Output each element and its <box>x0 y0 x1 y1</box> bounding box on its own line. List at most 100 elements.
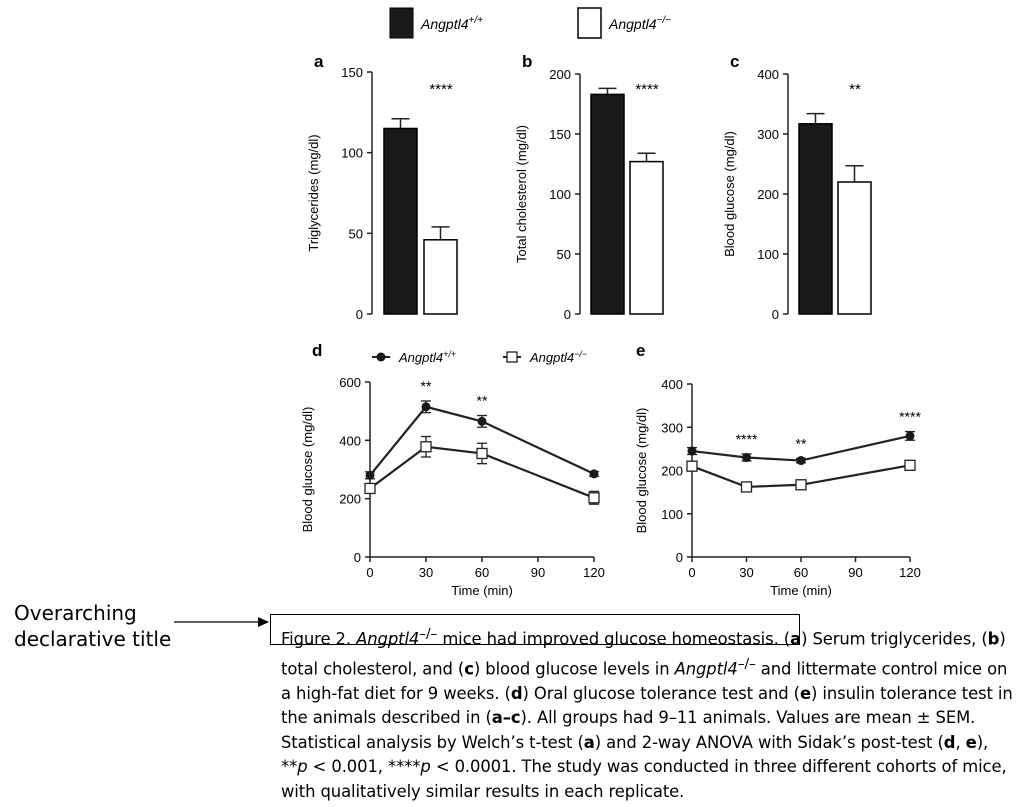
panel-letter-e: e <box>636 341 645 360</box>
legend-wt-label: Angptl4+/+ <box>420 15 483 32</box>
caption-fig-label: Figure 2. <box>281 629 357 649</box>
d-y-tick-label: 600 <box>339 375 361 390</box>
figure-caption: Figure 2. Angptl4–/– mice had improved g… <box>281 626 1013 801</box>
caption-gene: Angptl4 <box>674 659 738 679</box>
caption-ref: e <box>965 732 977 752</box>
d-x-tick-label: 90 <box>531 565 545 580</box>
a-y-tick-label: 50 <box>349 226 363 241</box>
b-y-axis-label: Total cholesterol (mg/dl) <box>514 125 529 263</box>
e-y-tick-label: 0 <box>676 550 683 565</box>
d-x-axis-label: Time (min) <box>451 583 513 598</box>
e-x-tick-label: 120 <box>899 565 921 580</box>
b-y-tick-label: 200 <box>549 67 571 82</box>
d-point-wt <box>589 469 599 479</box>
figure: Angptl4+/+ Angptl4−/− a 0 50 100 150 Triglyce… <box>300 7 921 598</box>
b-significance: **** <box>635 81 659 98</box>
caption-ref: d <box>943 732 956 752</box>
annotation-line-2: declarative title <box>14 627 172 651</box>
legend-wt-swatch <box>389 7 414 39</box>
caption-ref: a–c <box>491 708 521 728</box>
a-bar-wt <box>383 127 418 315</box>
caption-gene-sup: –/– <box>737 655 756 672</box>
caption-text: ) Serum triglycerides, ( <box>801 629 988 649</box>
d-point-ko <box>420 441 432 453</box>
caption-ref: b <box>987 629 1000 649</box>
caption-text: < 0.001, **** <box>307 757 421 777</box>
caption-ref: a <box>583 732 595 752</box>
d-point-ko <box>588 492 600 504</box>
c-y-tick-label: 100 <box>757 247 779 262</box>
caption-ref: d <box>510 683 523 703</box>
legend-ko-label: Angptl4−/− <box>608 15 671 32</box>
e-x-tick-label: 30 <box>739 565 753 580</box>
annotation-label: Overarching declarative title <box>14 600 244 652</box>
caption-text: ) and 2-way ANOVA with Sidak’s post-test… <box>594 732 944 752</box>
arrow-icon <box>174 617 269 627</box>
e-significance: **** <box>899 409 921 425</box>
legend-marker-ko <box>506 351 518 363</box>
d-significance: ** <box>477 393 488 409</box>
caption-ref: a <box>790 629 802 649</box>
e-point-wt <box>905 431 915 441</box>
legend-line-ko-label: Angptl4−/− <box>529 349 587 365</box>
caption-text: and littermate control mice on a high-fa… <box>281 659 1008 703</box>
declarative-title-box <box>270 614 800 645</box>
d-series-line-ko <box>369 445 595 499</box>
c-significance: ** <box>849 81 861 98</box>
caption-text: ), ** <box>281 732 989 777</box>
e-x-tick-label: 90 <box>848 565 862 580</box>
e-point-ko <box>686 460 698 472</box>
legend-marker-wt <box>376 352 386 362</box>
e-y-tick-label: 100 <box>661 507 683 522</box>
d-point-ko <box>476 447 488 460</box>
e-significance: ** <box>796 435 807 451</box>
e-series-line-ko <box>691 464 911 489</box>
top-legend: Angptl4+/+ Angptl4−/− <box>389 7 671 39</box>
panel-b: b 0 50 100 150 200 Total cholesterol (mg/dl) **… <box>514 52 664 322</box>
caption-ref: c <box>464 659 474 679</box>
panel-d: d 0 200 400 600 Blood glucose (mg/dl) 0 30 60 90 1… <box>300 341 605 598</box>
d-point-ko <box>364 482 376 495</box>
panel-letter-d: d <box>312 341 322 360</box>
caption-gene: Angptl4 <box>356 629 420 649</box>
d-significance: ** <box>421 378 432 394</box>
e-series-line-wt <box>691 434 911 462</box>
panel-e: e 0 100 200 300 400 Blood glucose (mg/dl) 0 30 60… <box>634 341 921 598</box>
caption-p: p <box>297 757 308 777</box>
b-y-tick-label: 50 <box>557 247 571 262</box>
d-x-tick-label: 0 <box>366 565 373 580</box>
c-bar-ko <box>837 181 872 315</box>
a-bar-ko <box>423 239 458 315</box>
panel-c: c 0 100 200 300 400 Blood glucose (mg/dl) ** <box>722 52 872 322</box>
caption-text: ) blood glucose levels in <box>473 659 675 679</box>
panel-letter-a: a <box>314 52 324 71</box>
e-significance: **** <box>736 431 758 447</box>
d-series-line-wt <box>369 405 595 477</box>
caption-text: < 0.0001. The study was conducted in thr… <box>281 757 1007 801</box>
d-y-tick-label: 0 <box>354 550 361 565</box>
panel-letter-b: b <box>522 52 532 71</box>
e-y-tick-label: 300 <box>661 420 683 435</box>
c-y-axis-label: Blood glucose (mg/dl) <box>722 131 737 257</box>
d-y-tick-label: 200 <box>339 492 361 507</box>
e-point-ko <box>740 481 753 493</box>
e-point-wt <box>796 456 806 466</box>
caption-text: , <box>955 732 966 752</box>
b-y-tick-label: 150 <box>549 127 571 142</box>
caption-text: ) total cholesterol, and ( <box>281 629 1006 679</box>
d-y-tick-label: 400 <box>339 433 361 448</box>
b-y-tick-label: 100 <box>549 187 571 202</box>
d-point-wt <box>421 402 431 412</box>
d-x-tick-label: 60 <box>475 565 489 580</box>
e-point-ko <box>795 479 807 491</box>
caption-text: ) Oral glucose tolerance test and ( <box>522 683 800 703</box>
c-y-tick-label: 300 <box>757 127 779 142</box>
b-bar-ko <box>629 160 664 315</box>
caption-title-rest: mice had improved glucose homeostasis. <box>437 629 779 649</box>
panel-letter-c: c <box>730 52 739 71</box>
e-point-wt <box>687 446 697 456</box>
e-x-axis-label: Time (min) <box>770 583 832 598</box>
e-x-tick-label: 0 <box>688 565 695 580</box>
d-point-wt <box>365 470 375 480</box>
d-x-tick-label: 120 <box>583 565 605 580</box>
